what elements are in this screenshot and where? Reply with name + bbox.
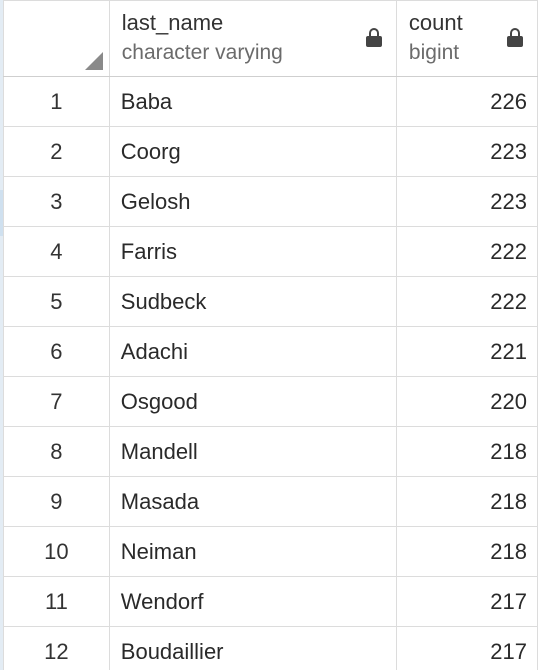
cell-last-name[interactable]: Adachi (109, 327, 396, 377)
lock-icon (507, 28, 523, 48)
cell-last-name[interactable]: Farris (109, 227, 396, 277)
row-number[interactable]: 3 (4, 177, 110, 227)
table-row[interactable]: 8 Mandell 218 (4, 427, 538, 477)
table-row[interactable]: 9 Masada 218 (4, 477, 538, 527)
row-number[interactable]: 4 (4, 227, 110, 277)
cell-last-name[interactable]: Coorg (109, 127, 396, 177)
row-number[interactable]: 12 (4, 627, 110, 670)
row-number[interactable]: 1 (4, 77, 110, 127)
result-table: last_name character varying count bigint (3, 0, 538, 670)
table-row[interactable]: 10 Neiman 218 (4, 527, 538, 577)
cell-last-name[interactable]: Osgood (109, 377, 396, 427)
column-name: count (409, 10, 463, 36)
row-number[interactable]: 5 (4, 277, 110, 327)
row-number[interactable]: 10 (4, 527, 110, 577)
cell-count[interactable]: 222 (396, 227, 537, 277)
cell-count[interactable]: 218 (396, 527, 537, 577)
cell-last-name[interactable]: Mandell (109, 427, 396, 477)
cell-count[interactable]: 220 (396, 377, 537, 427)
row-number[interactable]: 8 (4, 427, 110, 477)
cell-count[interactable]: 218 (396, 477, 537, 527)
row-number[interactable]: 7 (4, 377, 110, 427)
row-number[interactable]: 11 (4, 577, 110, 627)
table-row[interactable]: 4 Farris 222 (4, 227, 538, 277)
table-row[interactable]: 6 Adachi 221 (4, 327, 538, 377)
column-header-last-name[interactable]: last_name character varying (109, 1, 396, 77)
cell-last-name[interactable]: Baba (109, 77, 396, 127)
select-all-cell[interactable] (4, 1, 110, 77)
column-type: bigint (409, 41, 459, 65)
table-row[interactable]: 12 Boudaillier 217 (4, 627, 538, 670)
table-row[interactable]: 2 Coorg 223 (4, 127, 538, 177)
cell-count[interactable]: 223 (396, 177, 537, 227)
cell-count[interactable]: 221 (396, 327, 537, 377)
row-number[interactable]: 6 (4, 327, 110, 377)
table-row[interactable]: 11 Wendorf 217 (4, 577, 538, 627)
cell-last-name[interactable]: Boudaillier (109, 627, 396, 670)
table-row[interactable]: 7 Osgood 220 (4, 377, 538, 427)
table-row[interactable]: 5 Sudbeck 222 (4, 277, 538, 327)
column-type: character varying (122, 41, 283, 65)
cell-last-name[interactable]: Gelosh (109, 177, 396, 227)
cell-last-name[interactable]: Wendorf (109, 577, 396, 627)
column-header-count[interactable]: count bigint (396, 1, 537, 77)
cell-count[interactable]: 222 (396, 277, 537, 327)
cell-count[interactable]: 226 (396, 77, 537, 127)
lock-icon (366, 28, 382, 48)
cell-count[interactable]: 223 (396, 127, 537, 177)
cell-last-name[interactable]: Sudbeck (109, 277, 396, 327)
row-number[interactable]: 9 (4, 477, 110, 527)
table-row[interactable]: 3 Gelosh 223 (4, 177, 538, 227)
row-number[interactable]: 2 (4, 127, 110, 177)
cell-last-name[interactable]: Masada (109, 477, 396, 527)
cell-last-name[interactable]: Neiman (109, 527, 396, 577)
cell-count[interactable]: 217 (396, 627, 537, 670)
header-row: last_name character varying count bigint (4, 1, 538, 77)
table-row[interactable]: 1 Baba 226 (4, 77, 538, 127)
cell-count[interactable]: 217 (396, 577, 537, 627)
column-name: last_name (122, 10, 224, 36)
cell-count[interactable]: 218 (396, 427, 537, 477)
select-all-corner-icon[interactable] (85, 52, 103, 70)
